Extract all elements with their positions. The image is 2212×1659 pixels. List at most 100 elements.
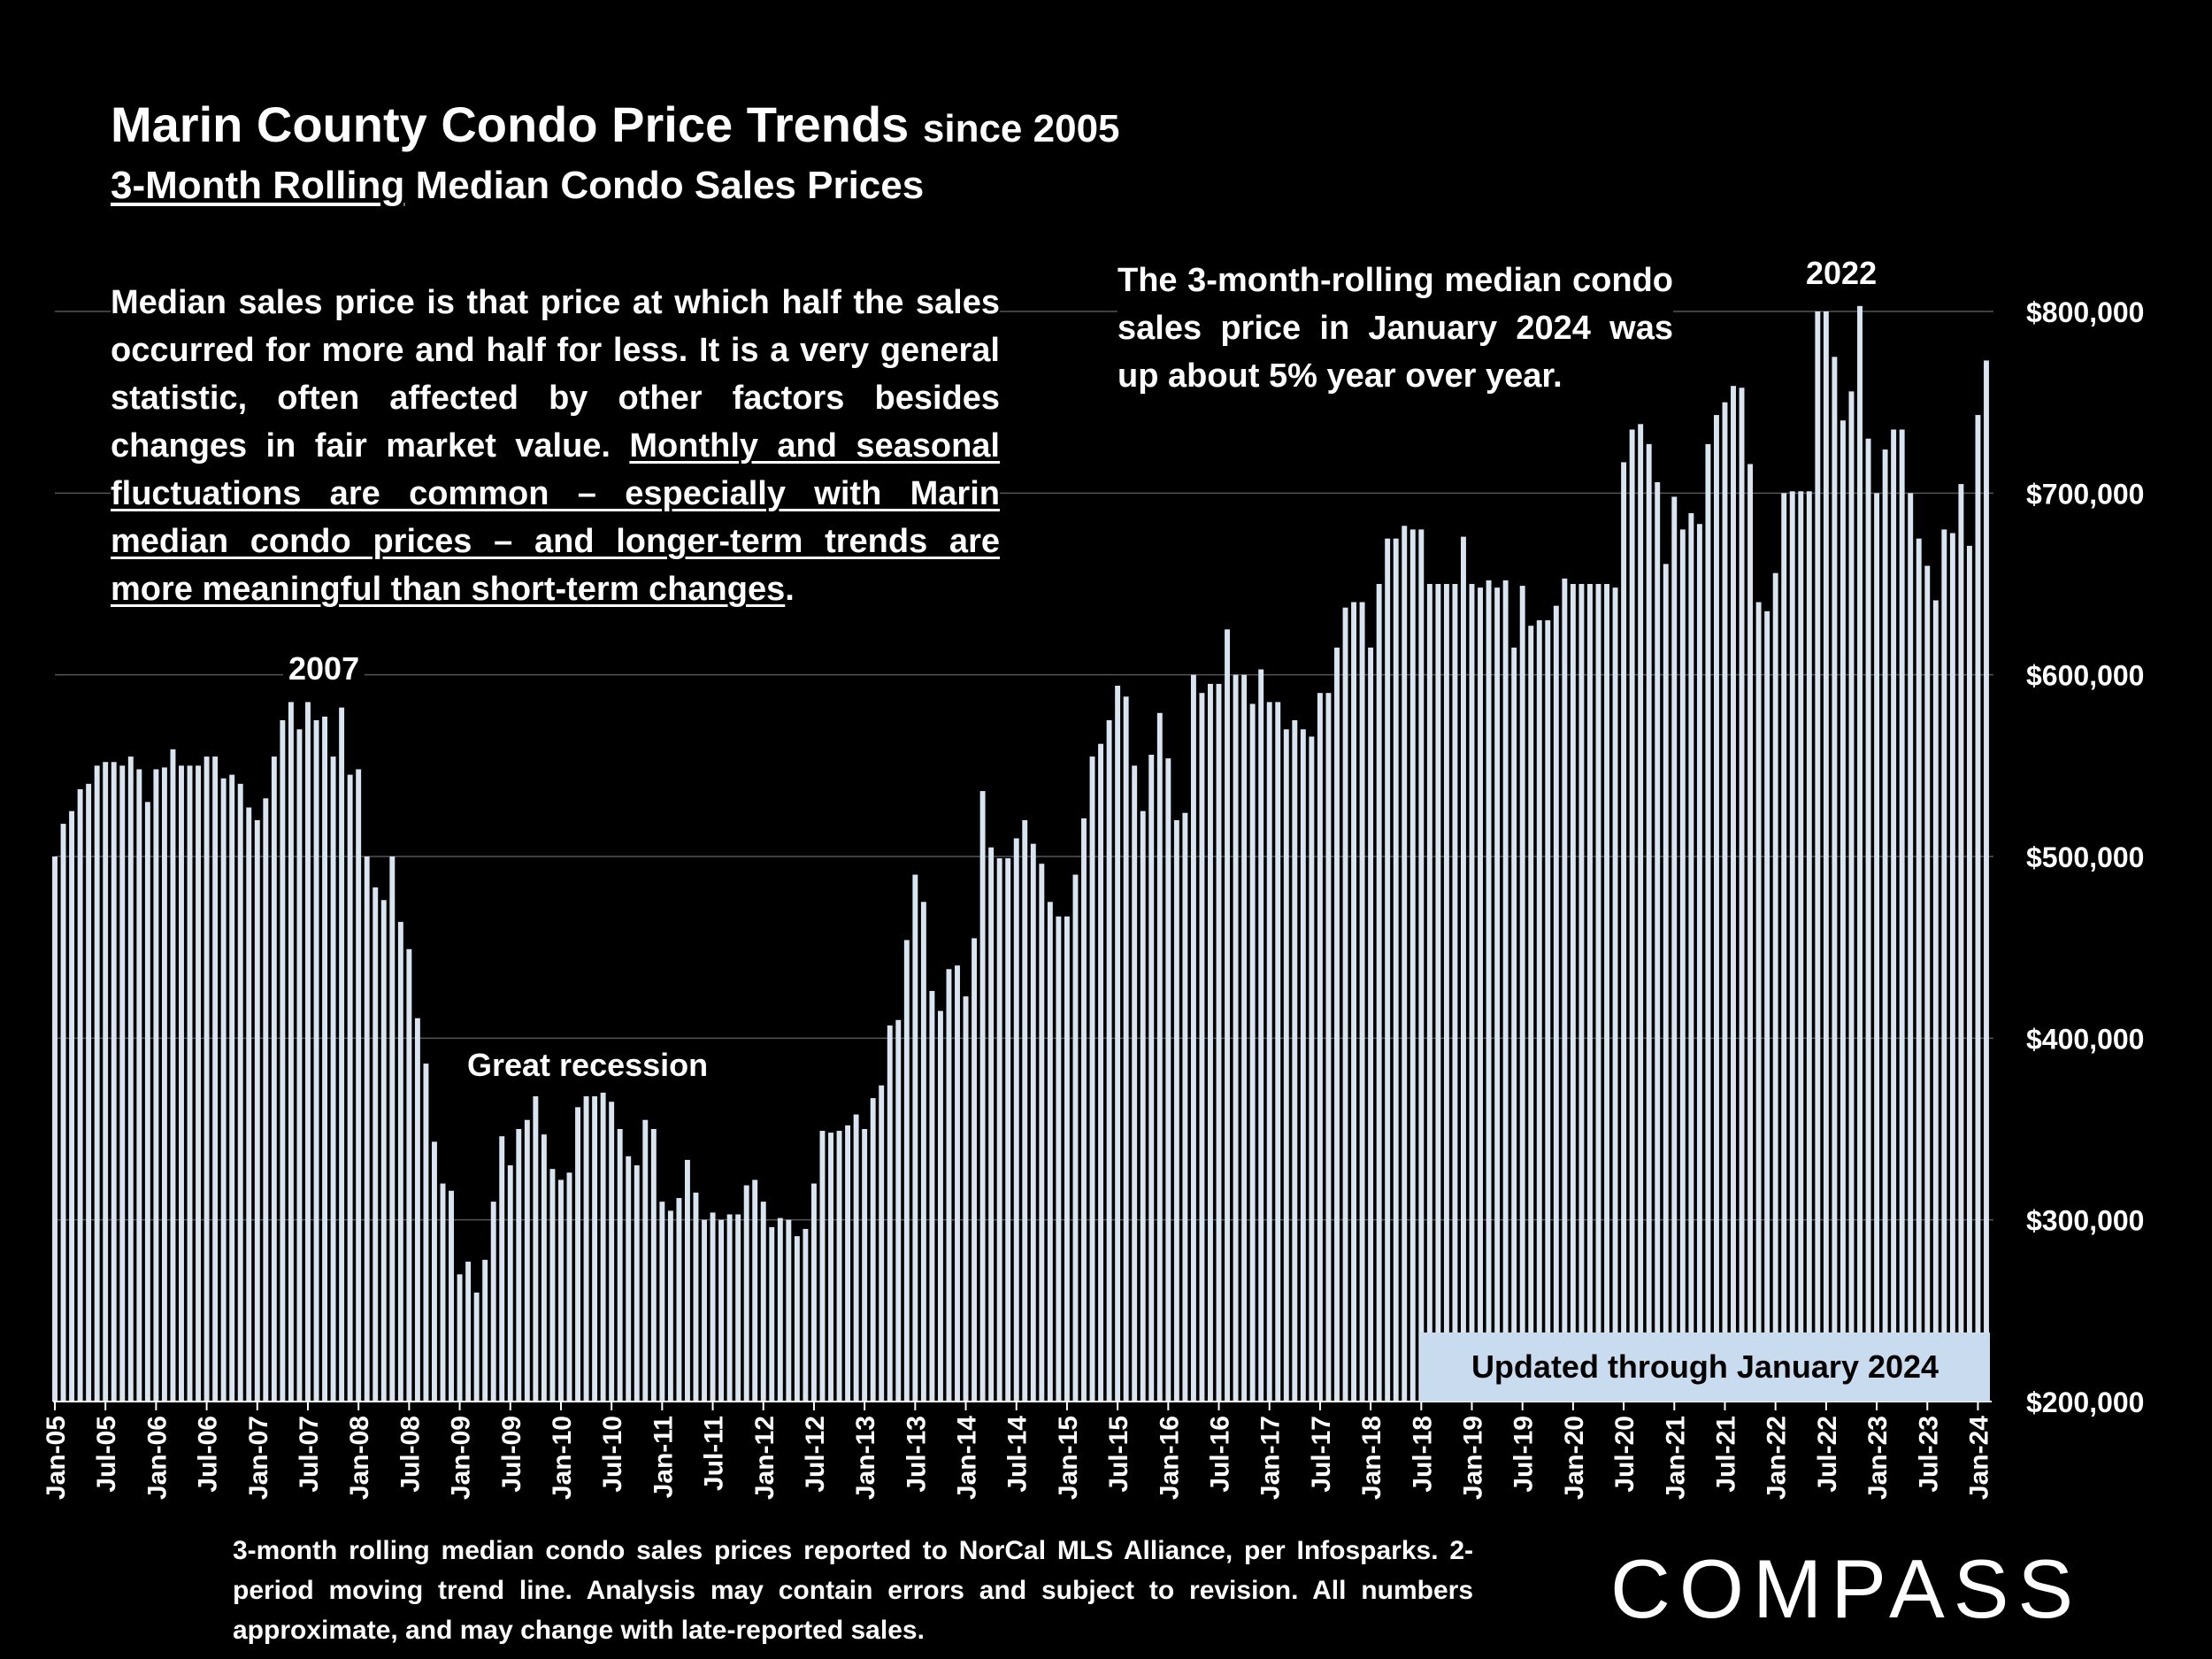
x-tick-label-33: Jul-21: [1711, 1416, 1740, 1493]
bar-227: [1966, 545, 1972, 1402]
bar-208: [1806, 491, 1812, 1402]
bar-24: [254, 819, 260, 1402]
x-tick-label-19: Jul-14: [1003, 1416, 1033, 1493]
note-left-end: .: [785, 571, 795, 608]
bar-106: [946, 969, 952, 1402]
bar-183: [1595, 584, 1601, 1402]
bar-98: [879, 1085, 885, 1402]
bar-22: [237, 783, 243, 1402]
bar-162: [1418, 529, 1425, 1402]
bar-2: [69, 810, 75, 1402]
y-tick-label-3: $500,000: [2026, 841, 2144, 873]
subtitle-underlined: 3-Month Rolling: [111, 164, 405, 207]
bar-188: [1638, 424, 1644, 1402]
bar-124: [1098, 743, 1104, 1402]
bar-171: [1494, 588, 1501, 1402]
bar-62: [575, 1107, 580, 1402]
bar-202: [1755, 602, 1762, 1402]
bar-144: [1266, 702, 1272, 1402]
bar-205: [1781, 493, 1787, 1402]
x-tick-label-21: Jul-15: [1104, 1416, 1133, 1493]
bar-146: [1283, 729, 1289, 1402]
bar-61: [566, 1172, 572, 1402]
bar-6: [103, 762, 109, 1402]
bar-55: [516, 1129, 522, 1402]
bar-175: [1528, 626, 1534, 1402]
x-tick-label-23: Jul-16: [1206, 1416, 1235, 1493]
bar-58: [541, 1134, 547, 1402]
bar-88: [794, 1236, 800, 1402]
x-tick-label-16: Jan-13: [851, 1416, 880, 1500]
bar-27: [280, 720, 286, 1402]
bar-30: [305, 702, 311, 1402]
x-tick-label-20: Jan-15: [1054, 1416, 1083, 1500]
subtitle-rest: Median Condo Sales Prices: [404, 164, 925, 207]
bar-193: [1679, 529, 1686, 1402]
bar-46: [440, 1183, 446, 1402]
bar-185: [1612, 588, 1618, 1402]
y-tick-label-0: $200,000: [2026, 1386, 2144, 1418]
bar-226: [1958, 484, 1964, 1402]
bar-137: [1208, 683, 1213, 1402]
x-tick-label-27: Jul-18: [1408, 1416, 1437, 1493]
compass-logo: COMPASS: [1610, 1542, 2083, 1635]
bar-225: [1949, 533, 1955, 1402]
bar-216: [1874, 493, 1880, 1402]
x-tick-label-28: Jan-19: [1459, 1416, 1488, 1500]
bar-119: [1056, 916, 1062, 1402]
bar-215: [1865, 438, 1871, 1402]
bar-196: [1705, 443, 1711, 1402]
bar-113: [1005, 858, 1011, 1402]
bar-26: [271, 757, 277, 1402]
bar-210: [1823, 311, 1829, 1402]
x-tick-label-9: Jul-09: [497, 1416, 526, 1493]
x-tick-label-38: Jan-24: [1964, 1416, 1993, 1500]
bar-82: [743, 1185, 749, 1402]
bar-169: [1478, 588, 1483, 1402]
bar-73: [667, 1210, 673, 1402]
bar-78: [710, 1212, 716, 1402]
bar-209: [1815, 311, 1821, 1402]
x-tick-label-25: Jul-17: [1307, 1416, 1336, 1493]
bar-59: [549, 1169, 556, 1402]
bar-95: [853, 1114, 859, 1402]
y-tick-label-6: $800,000: [2026, 296, 2144, 328]
yoy-change-note: The 3-month-rolling median condo sales p…: [1118, 257, 1673, 400]
bar-45: [432, 1141, 437, 1402]
x-tick-label-18: Jan-14: [953, 1416, 982, 1500]
bar-122: [1081, 818, 1087, 1402]
bar-41: [397, 921, 403, 1402]
bar-44: [423, 1064, 429, 1402]
bar-222: [1924, 565, 1931, 1402]
bar-218: [1891, 429, 1897, 1402]
bar-204: [1772, 572, 1778, 1402]
x-tick-label-0: Jan-05: [42, 1416, 71, 1500]
bar-42: [406, 949, 412, 1402]
bar-87: [786, 1219, 792, 1402]
bar-70: [642, 1119, 649, 1402]
bar-34: [339, 707, 345, 1402]
bar-99: [887, 1025, 893, 1402]
bar-79: [718, 1219, 725, 1402]
bar-33: [330, 757, 336, 1402]
y-tick-label-5: $700,000: [2026, 478, 2144, 510]
bar-35: [347, 774, 353, 1402]
bar-125: [1106, 720, 1112, 1402]
bar-190: [1655, 482, 1661, 1402]
bar-112: [996, 858, 1002, 1402]
x-tick-label-14: Jan-12: [750, 1416, 780, 1500]
bar-201: [1747, 464, 1754, 1402]
bar-163: [1426, 584, 1432, 1402]
x-tick-label-3: Jul-06: [194, 1416, 223, 1493]
bar-54: [507, 1165, 513, 1402]
bar-64: [592, 1096, 598, 1402]
bar-109: [972, 938, 978, 1402]
bar-179: [1562, 578, 1568, 1402]
title-since: since 2005: [922, 107, 1120, 150]
bar-121: [1072, 874, 1079, 1402]
note-left-underlined: Monthly and seasonal fluctuations are co…: [111, 427, 1000, 608]
bar-49: [465, 1261, 472, 1402]
bar-60: [558, 1179, 564, 1402]
